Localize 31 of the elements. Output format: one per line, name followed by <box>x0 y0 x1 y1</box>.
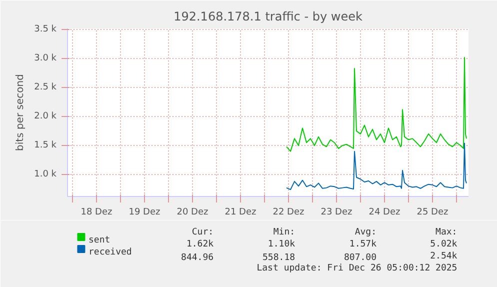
text: 807.00 <box>344 253 377 263</box>
x-tick-label: 25 Dez <box>416 208 449 218</box>
text: 5.02k <box>430 240 458 250</box>
x-tick-label: 22 Dez <box>272 208 305 218</box>
text: Max: <box>436 228 458 238</box>
x-tick-label: 21 Dez <box>224 208 257 218</box>
x-tick-label: 18 Dez <box>80 208 113 218</box>
x-tick-label: 23 Dez <box>320 208 353 218</box>
x-tick-label: 19 Dez <box>128 208 161 218</box>
legend-label: received <box>88 248 132 258</box>
y-tick-label: 3.0 k <box>34 54 58 64</box>
chart-title: 192.168.178.1 traffic - by week <box>174 10 362 24</box>
y-tick-label: 2.0 k <box>34 112 58 122</box>
x-tick-label: 24 Dez <box>368 208 401 218</box>
text: Last update: Fri Dec 26 05:00:12 2025 <box>256 264 458 274</box>
x-tick-label: 20 Dez <box>176 208 209 218</box>
text: 1.10k <box>268 240 296 250</box>
text: Avg: <box>354 228 377 238</box>
text: 1.57k <box>349 240 378 250</box>
legend-label: sent <box>88 236 110 246</box>
y-axis-title: bits per second <box>15 74 26 151</box>
text: Cur: <box>192 228 214 238</box>
text: 558.18 <box>262 253 296 263</box>
text: Min: <box>273 228 296 238</box>
text: 844.96 <box>181 253 214 263</box>
text: 2.54k <box>430 252 458 262</box>
y-tick-label: 1.5 k <box>34 140 58 151</box>
y-tick-label: 2.5 k <box>34 82 58 93</box>
text: 1.62k <box>186 240 214 250</box>
y-tick-label: 3.5 k <box>34 24 58 35</box>
y-tick-label: 1.0 k <box>34 169 58 180</box>
